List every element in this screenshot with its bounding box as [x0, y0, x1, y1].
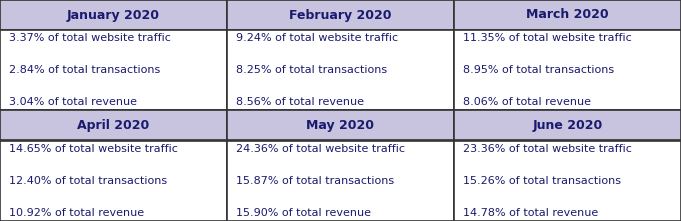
Text: 8.56% of total revenue: 8.56% of total revenue: [236, 97, 364, 107]
Text: 14.78% of total revenue: 14.78% of total revenue: [463, 208, 599, 218]
Text: 14.65% of total website traffic: 14.65% of total website traffic: [9, 144, 178, 154]
Bar: [454, 110, 681, 140]
Text: March 2020: March 2020: [526, 8, 609, 21]
Text: 3.04% of total revenue: 3.04% of total revenue: [9, 97, 137, 107]
Text: 3.37% of total website traffic: 3.37% of total website traffic: [9, 33, 171, 43]
Bar: [454, 30, 681, 110]
Text: 8.06% of total revenue: 8.06% of total revenue: [463, 97, 591, 107]
Bar: [227, 110, 454, 140]
Bar: [227, 141, 454, 221]
Bar: [454, 141, 681, 221]
Bar: [227, 0, 454, 30]
Text: 23.36% of total website traffic: 23.36% of total website traffic: [463, 144, 632, 154]
Text: 12.40% of total transactions: 12.40% of total transactions: [9, 176, 168, 186]
Text: 15.90% of total revenue: 15.90% of total revenue: [236, 208, 371, 218]
Text: 10.92% of total revenue: 10.92% of total revenue: [9, 208, 144, 218]
Text: 2.84% of total transactions: 2.84% of total transactions: [9, 65, 160, 75]
Text: February 2020: February 2020: [289, 8, 392, 21]
Text: January 2020: January 2020: [67, 8, 160, 21]
Bar: [227, 30, 454, 110]
Text: April 2020: April 2020: [78, 118, 150, 131]
Text: 8.95% of total transactions: 8.95% of total transactions: [463, 65, 614, 75]
Bar: [454, 0, 681, 30]
Text: May 2020: May 2020: [306, 118, 375, 131]
Text: 8.25% of total transactions: 8.25% of total transactions: [236, 65, 387, 75]
Bar: [0, 141, 227, 221]
Text: June 2020: June 2020: [533, 118, 603, 131]
Bar: [0, 110, 227, 140]
Text: 24.36% of total website traffic: 24.36% of total website traffic: [236, 144, 405, 154]
Text: 9.24% of total website traffic: 9.24% of total website traffic: [236, 33, 398, 43]
Text: 15.26% of total transactions: 15.26% of total transactions: [463, 176, 621, 186]
Bar: [0, 30, 227, 110]
Text: 11.35% of total website traffic: 11.35% of total website traffic: [463, 33, 632, 43]
Bar: [0, 0, 227, 30]
Text: 15.87% of total transactions: 15.87% of total transactions: [236, 176, 394, 186]
